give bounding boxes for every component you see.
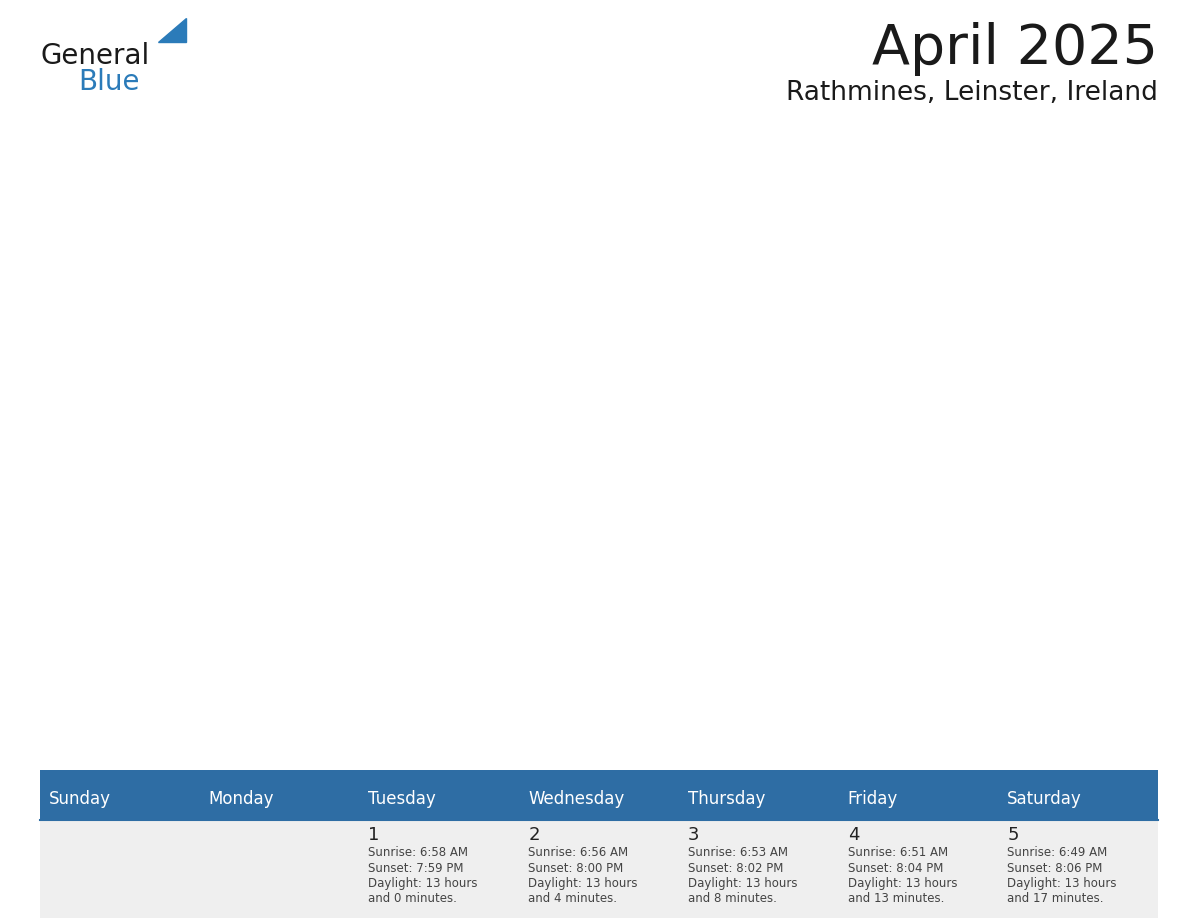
Text: Sunrise: 6:56 AM: Sunrise: 6:56 AM [529, 846, 628, 859]
Polygon shape [158, 18, 187, 42]
Text: Sunrise: 6:58 AM: Sunrise: 6:58 AM [368, 846, 468, 859]
Text: Friday: Friday [847, 790, 898, 808]
Text: Saturday: Saturday [1007, 790, 1082, 808]
Text: Daylight: 13 hours: Daylight: 13 hours [688, 877, 797, 890]
Text: Sunrise: 6:51 AM: Sunrise: 6:51 AM [847, 846, 948, 859]
Text: 5: 5 [1007, 826, 1019, 844]
Text: Blue: Blue [78, 68, 139, 96]
Text: Sunset: 8:04 PM: Sunset: 8:04 PM [847, 861, 943, 875]
Text: Daylight: 13 hours: Daylight: 13 hours [847, 877, 958, 890]
Text: 3: 3 [688, 826, 700, 844]
Text: 1: 1 [368, 826, 380, 844]
Text: Monday: Monday [209, 790, 274, 808]
Text: Tuesday: Tuesday [368, 790, 436, 808]
Text: Sunset: 7:59 PM: Sunset: 7:59 PM [368, 861, 465, 875]
Text: and 4 minutes.: and 4 minutes. [529, 892, 617, 905]
Text: Sunset: 8:02 PM: Sunset: 8:02 PM [688, 861, 783, 875]
Text: Wednesday: Wednesday [529, 790, 625, 808]
Text: April 2025: April 2025 [872, 22, 1158, 76]
Bar [40, 820, 1158, 918]
Text: Sunset: 8:06 PM: Sunset: 8:06 PM [1007, 861, 1102, 875]
Text: General: General [40, 42, 150, 70]
Text: and 17 minutes.: and 17 minutes. [1007, 892, 1104, 905]
Text: Rathmines, Leinster, Ireland: Rathmines, Leinster, Ireland [786, 80, 1158, 106]
Text: 4: 4 [847, 826, 859, 844]
Text: Daylight: 13 hours: Daylight: 13 hours [529, 877, 638, 890]
Text: and 8 minutes.: and 8 minutes. [688, 892, 777, 905]
Text: and 13 minutes.: and 13 minutes. [847, 892, 944, 905]
Text: 2: 2 [529, 826, 539, 844]
Bar [40, 778, 1158, 820]
Text: Sunrise: 6:49 AM: Sunrise: 6:49 AM [1007, 846, 1107, 859]
Text: Daylight: 13 hours: Daylight: 13 hours [1007, 877, 1117, 890]
Text: Sunday: Sunday [49, 790, 110, 808]
Text: Sunset: 8:00 PM: Sunset: 8:00 PM [529, 861, 624, 875]
Text: Thursday: Thursday [688, 790, 765, 808]
Bar [40, 770, 1158, 778]
Text: and 0 minutes.: and 0 minutes. [368, 892, 457, 905]
Text: Daylight: 13 hours: Daylight: 13 hours [368, 877, 478, 890]
Text: Sunrise: 6:53 AM: Sunrise: 6:53 AM [688, 846, 788, 859]
